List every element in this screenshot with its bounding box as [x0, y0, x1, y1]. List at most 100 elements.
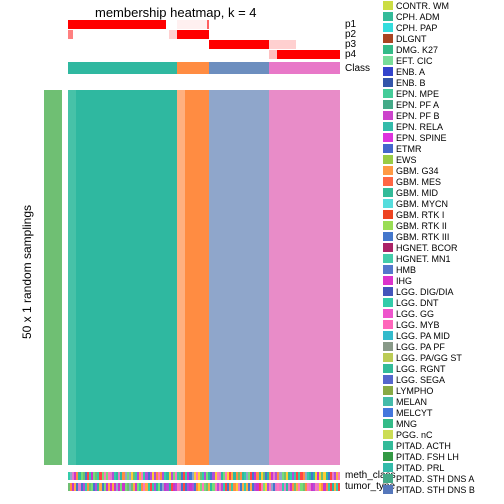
legend-label: LGG. MYB — [396, 320, 440, 330]
legend-item: HGNET. MN1 — [383, 253, 475, 264]
legend-label: LGG. DNT — [396, 298, 439, 308]
legend-swatch — [383, 243, 393, 252]
legend-item: ENB. A — [383, 66, 475, 77]
legend-swatch — [383, 320, 393, 329]
legend-swatch — [383, 221, 393, 230]
legend-label: MELCYT — [396, 408, 433, 418]
legend-label: LGG. PA MID — [396, 331, 450, 341]
legend-item: GBM. MES — [383, 176, 475, 187]
legend-item: EPN. RELA — [383, 121, 475, 132]
prob-row-p1 — [68, 20, 340, 29]
legend-swatch — [383, 1, 393, 10]
legend-label: DMG. K27 — [396, 45, 438, 55]
legend-item: EPN. MPE — [383, 88, 475, 99]
legend-item: GBM. G34 — [383, 165, 475, 176]
legend-label: LGG. PA PF — [396, 342, 445, 352]
legend-swatch — [383, 78, 393, 87]
legend-label: HGNET. BCOR — [396, 243, 458, 253]
legend-item: PITAD. PRL — [383, 462, 475, 473]
legend-label: PITAD. STH DNS A — [396, 474, 474, 484]
legend-label: EPN. MPE — [396, 89, 439, 99]
legend-label: GBM. MYCN — [396, 199, 448, 209]
legend-item: PITAD. FSH LH — [383, 451, 475, 462]
legend-swatch — [383, 452, 393, 461]
legend-label: MELAN — [396, 397, 427, 407]
legend-swatch — [383, 386, 393, 395]
legend-label: ENB. A — [396, 67, 425, 77]
legend-swatch — [383, 166, 393, 175]
legend-swatch — [383, 408, 393, 417]
legend-label: MNG — [396, 419, 417, 429]
legend-swatch — [383, 111, 393, 120]
legend-swatch — [383, 397, 393, 406]
legend-item: LGG. MYB — [383, 319, 475, 330]
legend: CONTR. WMCPH. ADMCPH. PAPDLGNTDMG. K27EF… — [383, 0, 475, 495]
legend-item: GBM. RTK II — [383, 220, 475, 231]
prob-row-p3 — [68, 40, 340, 49]
legend-item: MELAN — [383, 396, 475, 407]
legend-swatch — [383, 309, 393, 318]
legend-label: LYMPHO — [396, 386, 433, 396]
legend-swatch — [383, 474, 393, 483]
legend-label: GBM. RTK III — [396, 232, 449, 242]
legend-item: GBM. RTK III — [383, 231, 475, 242]
legend-item: HMB — [383, 264, 475, 275]
legend-label: LGG. GG — [396, 309, 434, 319]
legend-item: LYMPHO — [383, 385, 475, 396]
legend-swatch — [383, 144, 393, 153]
legend-swatch — [383, 364, 393, 373]
legend-swatch — [383, 353, 393, 362]
legend-item: PITAD. STH DNS A — [383, 473, 475, 484]
legend-swatch — [383, 441, 393, 450]
legend-swatch — [383, 298, 393, 307]
legend-swatch — [383, 34, 393, 43]
legend-swatch — [383, 89, 393, 98]
legend-swatch — [383, 276, 393, 285]
legend-item: PITAD. ACTH — [383, 440, 475, 451]
legend-item: PITAD. STH DNS B — [383, 484, 475, 495]
annotation-bar — [68, 483, 340, 491]
legend-label: GBM. G34 — [396, 166, 439, 176]
legend-label: GBM. RTK II — [396, 221, 447, 231]
legend-label: PITAD. FSH LH — [396, 452, 459, 462]
legend-item: LGG. SEGA — [383, 374, 475, 385]
legend-label: GBM. MID — [396, 188, 438, 198]
legend-swatch — [383, 56, 393, 65]
annotation-bar — [68, 472, 340, 480]
legend-label: GBM. RTK I — [396, 210, 444, 220]
legend-label: PITAD. ACTH — [396, 441, 451, 451]
legend-item: LGG. DNT — [383, 297, 475, 308]
legend-item: PGG. nC — [383, 429, 475, 440]
legend-swatch — [383, 122, 393, 131]
legend-label: HGNET. MN1 — [396, 254, 451, 264]
class-label: Class — [345, 63, 370, 74]
legend-swatch — [383, 210, 393, 219]
legend-swatch — [383, 375, 393, 384]
legend-label: CONTR. WM — [396, 1, 449, 11]
legend-swatch — [383, 177, 393, 186]
left-sampling-bar — [44, 90, 62, 465]
legend-swatch — [383, 188, 393, 197]
legend-item: MNG — [383, 418, 475, 429]
legend-item: EFT. CIC — [383, 55, 475, 66]
legend-item: DLGNT — [383, 33, 475, 44]
legend-item: CPH. PAP — [383, 22, 475, 33]
legend-swatch — [383, 155, 393, 164]
legend-swatch — [383, 133, 393, 142]
legend-label: LGG. DIG/DIA — [396, 287, 454, 297]
legend-label: PITAD. STH DNS B — [396, 485, 475, 495]
legend-label: HMB — [396, 265, 416, 275]
legend-label: EPN. SPINE — [396, 133, 447, 143]
legend-swatch — [383, 342, 393, 351]
legend-item: LGG. GG — [383, 308, 475, 319]
legend-item: GBM. MYCN — [383, 198, 475, 209]
legend-swatch — [383, 254, 393, 263]
legend-label: IHG — [396, 276, 412, 286]
legend-label: EWS — [396, 155, 417, 165]
legend-label: ENB. B — [396, 78, 426, 88]
legend-swatch — [383, 331, 393, 340]
legend-item: EPN. SPINE — [383, 132, 475, 143]
legend-label: CPH. ADM — [396, 12, 440, 22]
legend-swatch — [383, 100, 393, 109]
legend-swatch — [383, 12, 393, 21]
